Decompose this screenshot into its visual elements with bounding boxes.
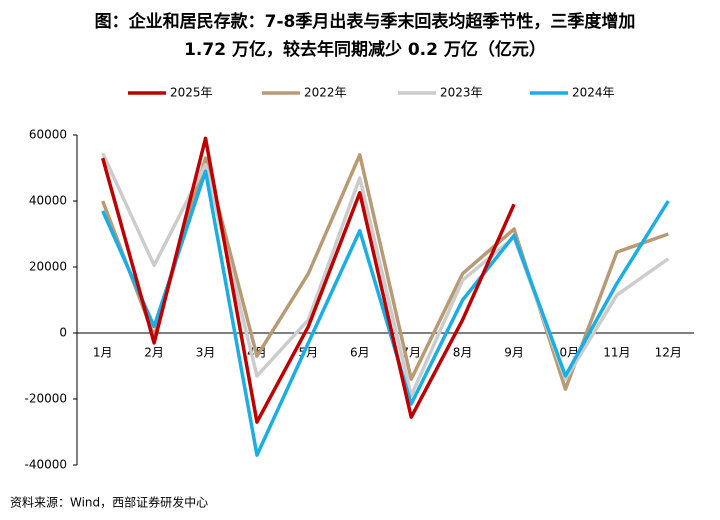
chart-title: 图：企业和居民存款：7-8季月出表与季末回表均超季节性，三季度增加 bbox=[95, 11, 636, 32]
series-line bbox=[101, 152, 670, 398]
y-tick-label: -20000 bbox=[24, 392, 67, 406]
x-tick-label: 11月 bbox=[603, 346, 630, 360]
chart-title: 1.72 万亿，较去年同期减少 0.2 万亿（亿元） bbox=[184, 39, 546, 60]
x-tick-label: 9月 bbox=[504, 346, 524, 360]
y-tick-label: 40000 bbox=[29, 194, 67, 208]
legend-label: 2022年 bbox=[304, 86, 347, 100]
source-note: 资料来源：Wind，西部证券研发中心 bbox=[10, 495, 208, 510]
legend-label: 2025年 bbox=[170, 86, 213, 100]
x-tick-label: 1月 bbox=[93, 346, 113, 360]
legend-label: 2023年 bbox=[440, 86, 483, 100]
series-line bbox=[101, 169, 670, 457]
x-tick-label: 8月 bbox=[453, 346, 473, 360]
series-line bbox=[101, 136, 516, 424]
series-line bbox=[101, 153, 669, 391]
y-tick-label: -40000 bbox=[24, 458, 67, 472]
y-tick-label: 60000 bbox=[29, 128, 67, 142]
y-tick-label: 20000 bbox=[29, 260, 67, 274]
legend-label: 2024年 bbox=[572, 86, 615, 100]
x-tick-label: 3月 bbox=[196, 346, 216, 360]
y-tick-label: 0 bbox=[59, 326, 67, 340]
x-tick-label: 6月 bbox=[350, 346, 370, 360]
x-tick-label: 2月 bbox=[144, 346, 164, 360]
x-tick-label: 12月 bbox=[655, 346, 682, 360]
